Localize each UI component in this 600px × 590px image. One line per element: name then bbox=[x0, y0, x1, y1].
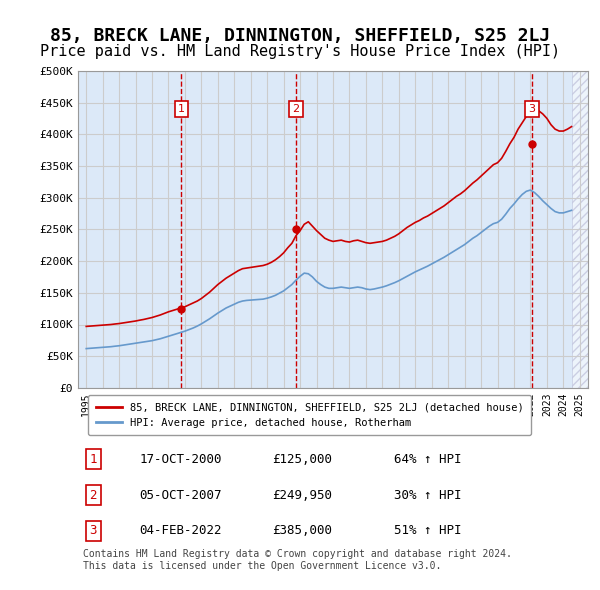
Text: 04-FEB-2022: 04-FEB-2022 bbox=[139, 525, 222, 537]
Text: 30% ↑ HPI: 30% ↑ HPI bbox=[394, 489, 462, 502]
Text: £385,000: £385,000 bbox=[272, 525, 332, 537]
Text: 64% ↑ HPI: 64% ↑ HPI bbox=[394, 453, 462, 466]
Text: 1: 1 bbox=[89, 453, 97, 466]
Text: Contains HM Land Registry data © Crown copyright and database right 2024.
This d: Contains HM Land Registry data © Crown c… bbox=[83, 549, 512, 571]
Text: Price paid vs. HM Land Registry's House Price Index (HPI): Price paid vs. HM Land Registry's House … bbox=[40, 44, 560, 59]
Text: 2: 2 bbox=[292, 104, 299, 114]
Text: £125,000: £125,000 bbox=[272, 453, 332, 466]
Text: £249,950: £249,950 bbox=[272, 489, 332, 502]
Text: 05-OCT-2007: 05-OCT-2007 bbox=[139, 489, 222, 502]
Bar bbox=[572, 71, 588, 388]
Text: 2: 2 bbox=[89, 489, 97, 502]
Text: 51% ↑ HPI: 51% ↑ HPI bbox=[394, 525, 462, 537]
Text: 3: 3 bbox=[89, 525, 97, 537]
Text: 17-OCT-2000: 17-OCT-2000 bbox=[139, 453, 222, 466]
Text: 1: 1 bbox=[178, 104, 185, 114]
Text: 85, BRECK LANE, DINNINGTON, SHEFFIELD, S25 2LJ: 85, BRECK LANE, DINNINGTON, SHEFFIELD, S… bbox=[50, 27, 550, 45]
Text: 3: 3 bbox=[529, 104, 535, 114]
Legend: 85, BRECK LANE, DINNINGTON, SHEFFIELD, S25 2LJ (detached house), HPI: Average pr: 85, BRECK LANE, DINNINGTON, SHEFFIELD, S… bbox=[88, 395, 531, 435]
